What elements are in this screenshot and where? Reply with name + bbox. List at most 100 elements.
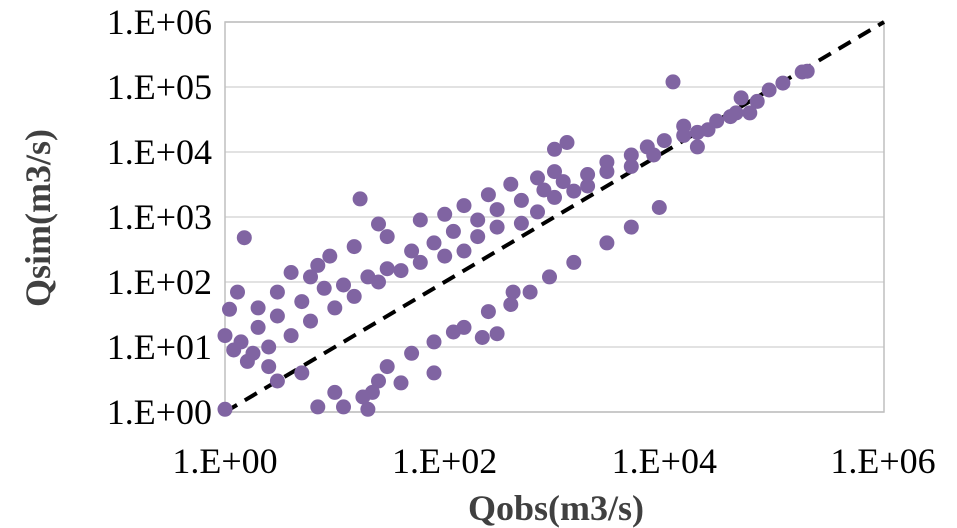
data-point-109: [689, 139, 705, 155]
data-point-5: [217, 401, 233, 417]
data-point-15: [327, 384, 343, 400]
data-point-93: [480, 187, 496, 203]
y-tick-label-5: 1.E+05: [107, 67, 212, 107]
data-point-95: [530, 170, 545, 186]
data-point-97: [379, 359, 395, 375]
data-point-57: [283, 328, 299, 344]
data-point-110: [728, 105, 744, 121]
x-tick-label-3: 1.E+06: [830, 441, 935, 481]
data-point-102: [503, 297, 519, 312]
data-point-46: [513, 215, 529, 231]
data-point-99: [426, 334, 442, 350]
data-point-27: [547, 141, 562, 157]
data-point-81: [676, 127, 692, 143]
data-point-51: [412, 254, 428, 270]
data-point-111: [749, 93, 765, 109]
data-point-69: [426, 235, 442, 251]
data-point-68: [404, 243, 420, 259]
data-point-50: [437, 248, 453, 264]
data-point-72: [489, 202, 505, 218]
y-tick-label-0: 1.E+00: [107, 392, 212, 432]
data-point-49: [456, 243, 472, 259]
data-point-2: [283, 265, 299, 280]
data-point-71: [470, 212, 486, 228]
data-point-42: [580, 178, 596, 194]
data-point-14: [310, 399, 326, 415]
data-point-11: [261, 359, 277, 375]
one-to-one-reference-line: [223, 20, 886, 414]
data-point-54: [346, 288, 362, 304]
data-point-105: [566, 254, 582, 270]
data-point-70: [445, 223, 461, 239]
data-point-21: [393, 375, 409, 391]
data-point-6: [230, 284, 245, 300]
data-point-4: [371, 216, 386, 232]
data-point-20: [371, 373, 386, 389]
x-axis-tick-labels: 1.E+00 1.E+02 1.E+04 1.E+06: [172, 441, 935, 481]
data-point-55: [327, 300, 343, 316]
data-point-16: [336, 399, 351, 415]
data-point-65: [336, 277, 351, 293]
data-point-64: [316, 280, 332, 296]
data-point-89: [379, 229, 395, 245]
data-point-52: [393, 263, 409, 279]
plot-area: [224, 21, 885, 413]
data-point-103: [522, 284, 538, 300]
data-point-100: [456, 319, 472, 335]
data-point-24: [474, 330, 490, 345]
x-axis-title: Qobs(m3/s): [468, 488, 644, 528]
x-tick-label-1: 1.E+02: [392, 441, 497, 481]
data-point-98: [404, 345, 420, 361]
data-point-87: [250, 300, 266, 316]
data-point-8: [217, 328, 233, 344]
data-point-30: [733, 90, 749, 106]
data-point-12: [269, 373, 285, 389]
data-point-86: [269, 284, 285, 300]
x-tick-label-2: 1.E+04: [612, 441, 717, 481]
data-point-92: [456, 198, 472, 214]
data-point-0: [236, 230, 252, 246]
y-tick-label-4: 1.E+04: [107, 132, 212, 172]
data-point-73: [513, 192, 529, 208]
data-point-63: [294, 294, 310, 310]
data-point-19: [355, 389, 371, 405]
data-point-22: [426, 365, 442, 381]
data-points: [217, 63, 815, 417]
data-point-13: [294, 365, 310, 381]
data-point-67: [379, 261, 395, 277]
data-point-107: [623, 219, 639, 235]
data-point-80: [656, 133, 672, 149]
data-point-78: [623, 147, 639, 163]
data-point-43: [566, 183, 582, 199]
data-point-85: [303, 269, 318, 285]
data-point-3: [310, 257, 326, 273]
data-point-1: [352, 191, 368, 207]
data-point-104: [542, 269, 557, 285]
data-point-40: [623, 158, 639, 174]
x-tick-label-0: 1.E+00: [172, 441, 277, 481]
data-point-62: [269, 308, 285, 324]
data-point-26: [505, 284, 521, 300]
data-point-79: [639, 139, 655, 155]
y-tick-label-3: 1.E+03: [107, 197, 212, 237]
data-point-108: [651, 200, 667, 215]
y-axis-tick-labels: 1.E+00 1.E+01 1.E+02 1.E+03 1.E+04 1.E+05 1.E+…: [107, 2, 212, 432]
data-point-17: [360, 401, 376, 417]
data-point-84: [322, 248, 338, 264]
data-point-96: [547, 164, 562, 180]
data-point-44: [547, 189, 562, 205]
data-point-35: [761, 82, 777, 98]
data-point-60: [233, 334, 249, 350]
data-point-74: [536, 182, 552, 198]
data-point-59: [245, 345, 261, 361]
data-point-31: [742, 105, 758, 121]
data-point-45: [530, 204, 545, 220]
y-tick-label-2: 1.E+02: [107, 262, 212, 302]
data-point-48: [470, 229, 486, 245]
data-point-106: [599, 235, 615, 251]
data-point-91: [437, 206, 453, 222]
data-point-90: [412, 212, 428, 228]
data-point-61: [250, 319, 266, 335]
data-point-7: [222, 301, 237, 317]
